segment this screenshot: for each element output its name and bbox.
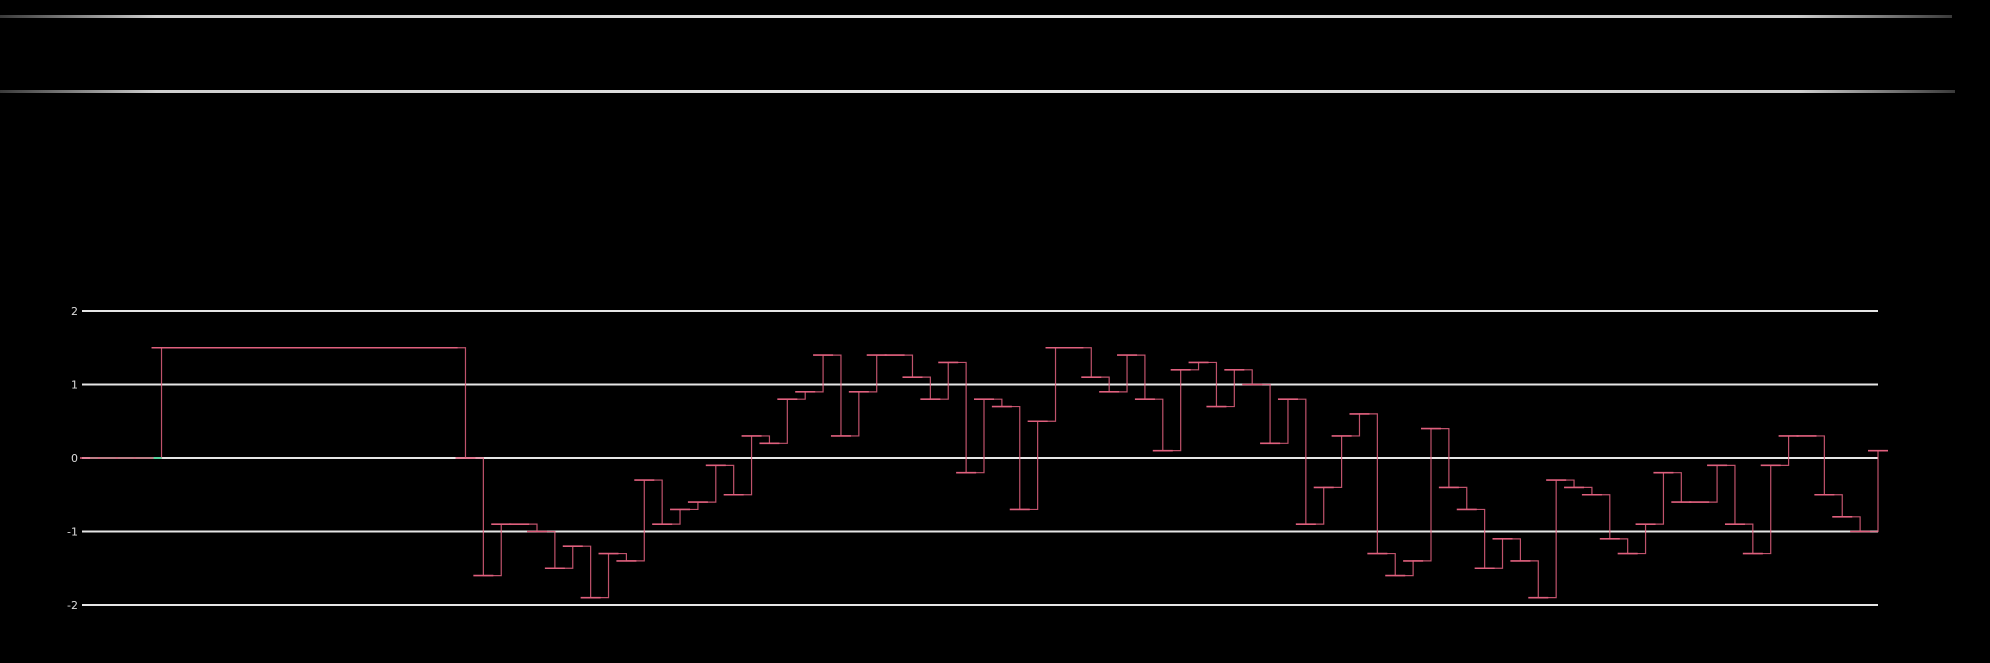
y-tick-label-3: -1 <box>67 526 78 539</box>
y-axis-ticks: 2 1 0 -1 -2 <box>67 305 78 612</box>
y-tick-label-1: 1 <box>71 379 78 392</box>
top-divider <box>0 15 1952 18</box>
y-tick-label-0: 2 <box>71 305 78 318</box>
grid <box>82 310 1878 606</box>
y-tick-label-4: -2 <box>67 599 78 612</box>
series-layer <box>80 346 1888 599</box>
y-tick-label-2: 0 <box>71 452 78 465</box>
header-divider <box>0 90 1955 93</box>
